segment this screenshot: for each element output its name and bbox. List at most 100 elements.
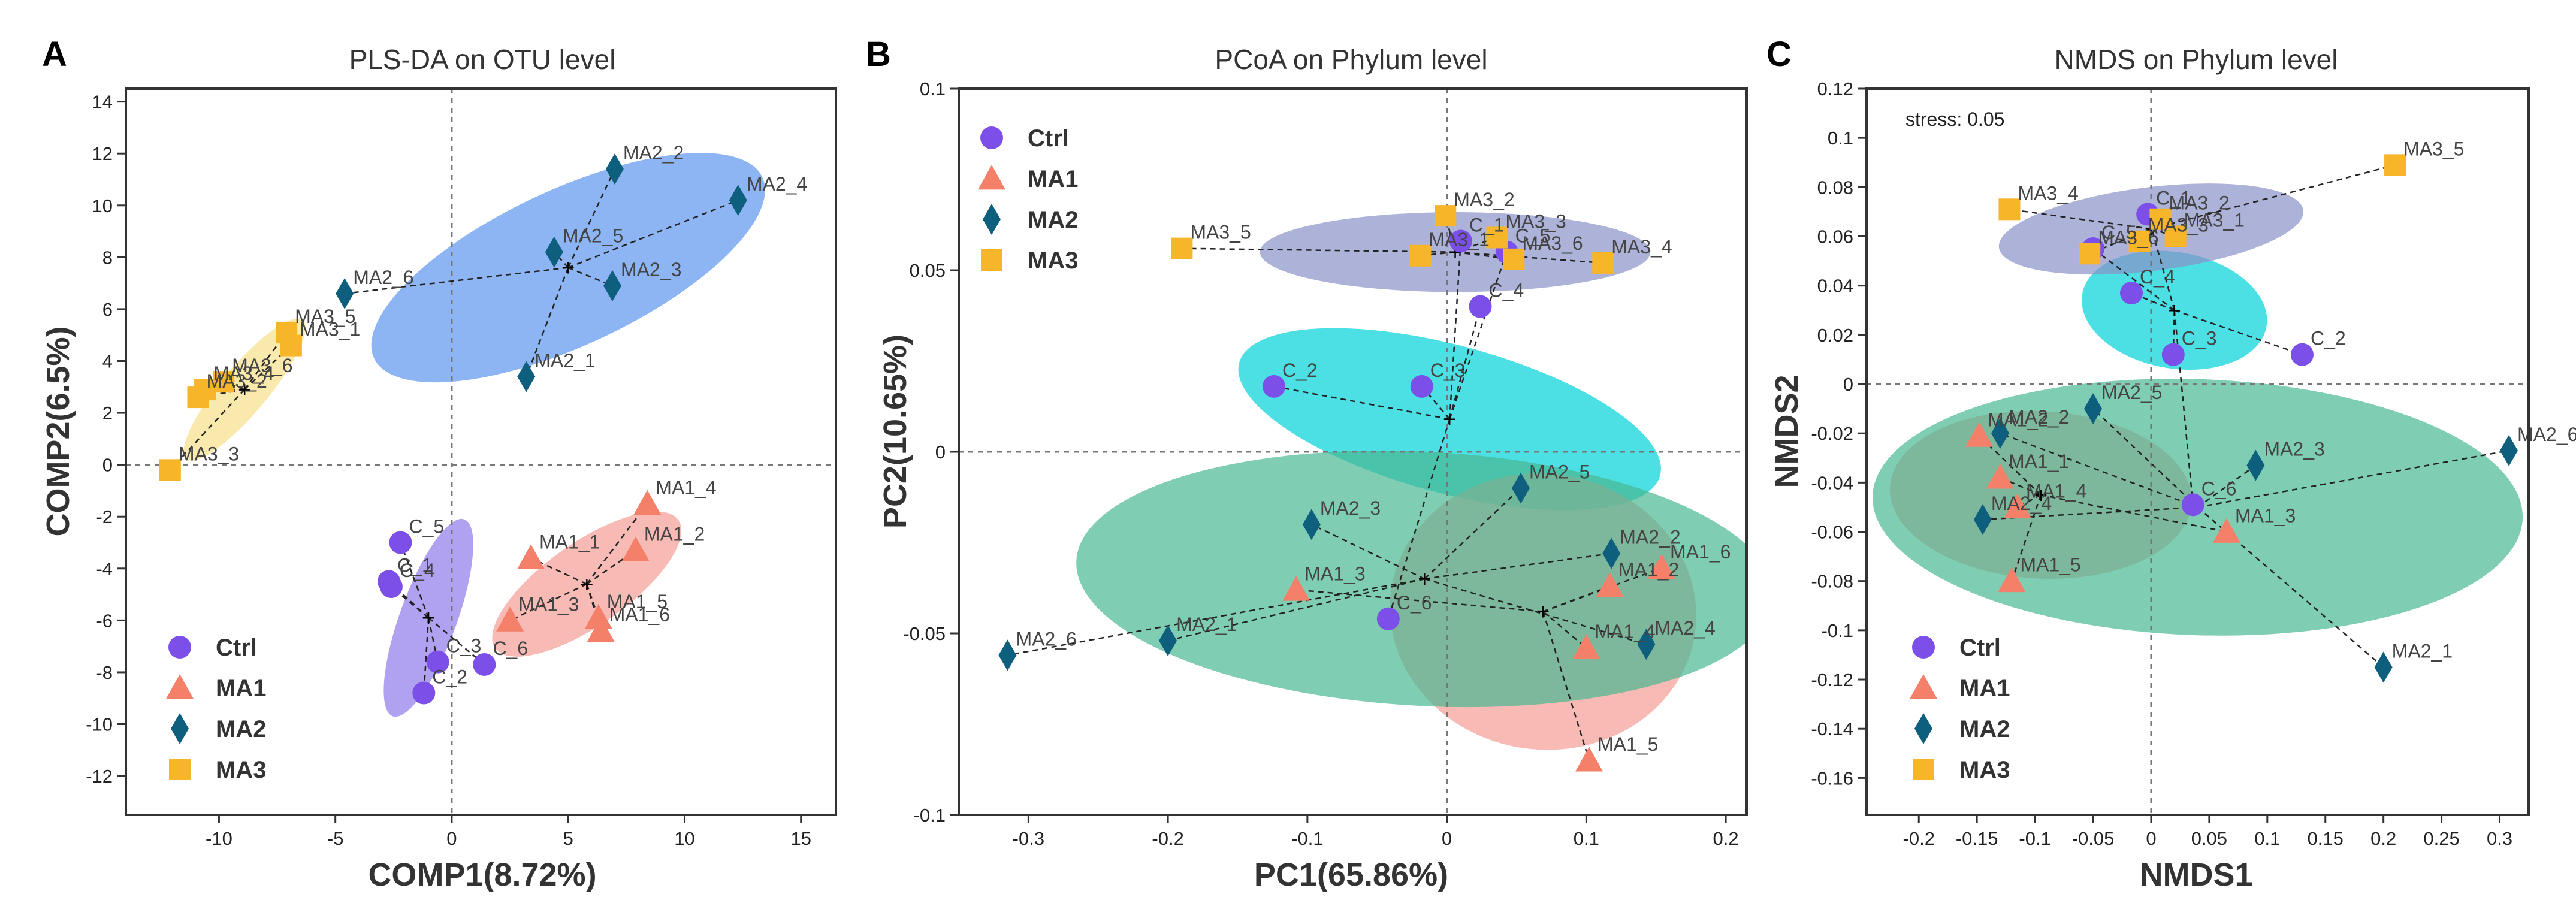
panel-b-ellipses	[1076, 212, 1747, 750]
panel-a-xlabel: COMP1(8.72%)	[368, 857, 596, 893]
spider-line-ma2-4	[1424, 578, 1647, 645]
spider-line-ma3-3	[1455, 237, 1497, 253]
point-label-c-1: C_1	[2156, 188, 2191, 209]
point-ma2-3	[2246, 449, 2265, 481]
spider-line-ma2-1	[526, 267, 569, 377]
legend-marker-ctrl	[980, 126, 1003, 149]
point-label-ma2-5: MA2_5	[563, 225, 623, 247]
legend-label-ma3: MA3	[216, 757, 266, 783]
x-tick-label: -0.3	[1013, 828, 1044, 849]
point-ma3-1	[280, 334, 302, 357]
point-label-ma3-2: MA3_2	[206, 370, 267, 392]
point-label-c-5: C_5	[2101, 222, 2137, 243]
x-tick-label: 10	[674, 828, 694, 849]
legend-marker-ma1	[166, 674, 194, 699]
legend-marker-ma1	[1910, 674, 1937, 699]
point-label-c-2: C_2	[1282, 360, 1318, 381]
x-tick-label: 0.3	[2487, 828, 2512, 849]
spider-line-ma2-6	[345, 267, 569, 295]
y-tick-label: 0.08	[1817, 177, 1853, 198]
spider-line-ma2-2	[2000, 433, 2198, 508]
spider-line-c-5	[2092, 248, 2175, 311]
y-tick-label: -0.06	[1811, 522, 1853, 543]
panel-b: B PCoA on Phylum level PC1(65.86%) PC2(1…	[866, 35, 1748, 893]
point-ma1-4	[633, 490, 662, 515]
y-tick-label: -4	[96, 558, 113, 579]
point-ma3-2	[1435, 205, 1457, 227]
point-ma1-5	[1575, 747, 1603, 772]
point-label-ma2-1: MA2_1	[1176, 614, 1237, 635]
point-ma1-5	[1998, 567, 2026, 593]
point-c-6	[473, 653, 496, 676]
spider-line-ma1-1	[2000, 476, 2042, 496]
panel-a-title: PLS-DA on OTU level	[349, 44, 616, 75]
point-label-ma2-6: MA2_6	[2517, 424, 2576, 445]
point-label-ma1-4: MA1_4	[1594, 621, 1655, 642]
point-label-c-4: C_4	[400, 560, 435, 581]
centroid-mark-ma2: +	[561, 258, 576, 279]
point-c-3	[2161, 343, 2185, 366]
x-tick-label: 5	[563, 828, 573, 849]
point-ma2-1	[1159, 625, 1177, 657]
panel-b-ylabel: PC2(10.65%)	[877, 334, 913, 528]
point-ma1-3	[496, 606, 524, 632]
panel-c-xlabel: NMDS1	[2139, 857, 2252, 893]
panel-a-zero-lines	[126, 89, 836, 815]
point-label-ma3-1: MA3_1	[300, 319, 360, 340]
panel-b-xlabel: PC1(65.86%)	[1254, 857, 1448, 893]
point-ma1-2	[1596, 572, 1624, 597]
point-ma1-6	[1648, 554, 1676, 579]
y-tick-label: 0.1	[1828, 128, 1853, 149]
point-label-c-6: C_6	[2201, 478, 2237, 499]
point-label-c-3: C_3	[446, 635, 482, 657]
point-label-ma2-4: MA2_4	[1991, 493, 2052, 514]
point-ma2-6	[2500, 434, 2518, 466]
point-c-1	[1449, 229, 1472, 253]
legend-label-ma2: MA2	[1959, 716, 2010, 742]
panel-letter-b: B	[866, 35, 891, 74]
point-label-ma1-1: MA1_1	[539, 531, 600, 552]
point-label-c-1: C_1	[397, 554, 433, 576]
point-label-ma1-3: MA1_3	[2235, 505, 2296, 527]
point-label-ma2-1: MA2_1	[534, 349, 595, 371]
point-ma3-4	[1998, 198, 2021, 221]
point-label-ma1-6: MA1_6	[609, 604, 670, 626]
panel-c-ticks: -0.2 -0.15 -0.1 -0.05 0 0.05 0.1 0.15 0.2 0.25 0.3…	[1811, 78, 2512, 849]
point-ma3-2	[187, 386, 209, 409]
point-ma1-1	[517, 544, 545, 569]
point-c-2	[1263, 375, 1285, 398]
point-label-ma2-6: MA2_6	[353, 267, 413, 288]
point-label-ma1-1: MA1_1	[2009, 451, 2069, 472]
point-ma2-5	[545, 236, 563, 268]
panel-a-frame	[125, 87, 837, 816]
point-label-c-5: C_5	[409, 516, 444, 537]
y-tick-label: 0	[1843, 374, 1853, 395]
spider-line-ma2-6	[1007, 578, 1425, 656]
panel-c-zero-lines	[1867, 89, 2529, 815]
x-tick-label: 0.25	[2423, 828, 2459, 849]
point-ma2-2	[605, 153, 624, 185]
centroid-mark-ctrl: +	[1442, 409, 1457, 430]
point-ma2-6	[998, 639, 1017, 671]
spider-line-ma1-3	[509, 583, 587, 621]
point-label-c-1: C_1	[1469, 215, 1505, 236]
point-label-ma1-6: MA1_6	[1670, 541, 1731, 563]
point-label-ma3-5: MA3_5	[1190, 222, 1251, 243]
y-tick-label: 12	[92, 143, 113, 164]
y-tick-label: -6	[96, 610, 113, 631]
x-tick-label: 0.2	[2370, 828, 2396, 849]
point-ma1-1	[1986, 464, 2014, 489]
point-ma3-1	[2164, 225, 2187, 247]
point-ma1-6	[587, 617, 615, 642]
y-tick-label: 0.06	[1817, 226, 1853, 247]
y-tick-label: 6	[102, 299, 113, 320]
x-tick-label: 0.1	[2254, 828, 2280, 849]
panel-c-title: NMDS on Phylum level	[2055, 44, 2338, 75]
point-ma1-2	[1965, 422, 1994, 447]
spider-line-ma2-5	[553, 251, 569, 268]
spider-line-ma1-3	[1296, 589, 1544, 612]
x-tick-label: -0.2	[1903, 828, 1935, 849]
y-tick-label: -0.04	[1811, 472, 1853, 493]
point-ma1-2	[621, 536, 650, 561]
spider-line-ma2-5	[1424, 487, 1521, 580]
